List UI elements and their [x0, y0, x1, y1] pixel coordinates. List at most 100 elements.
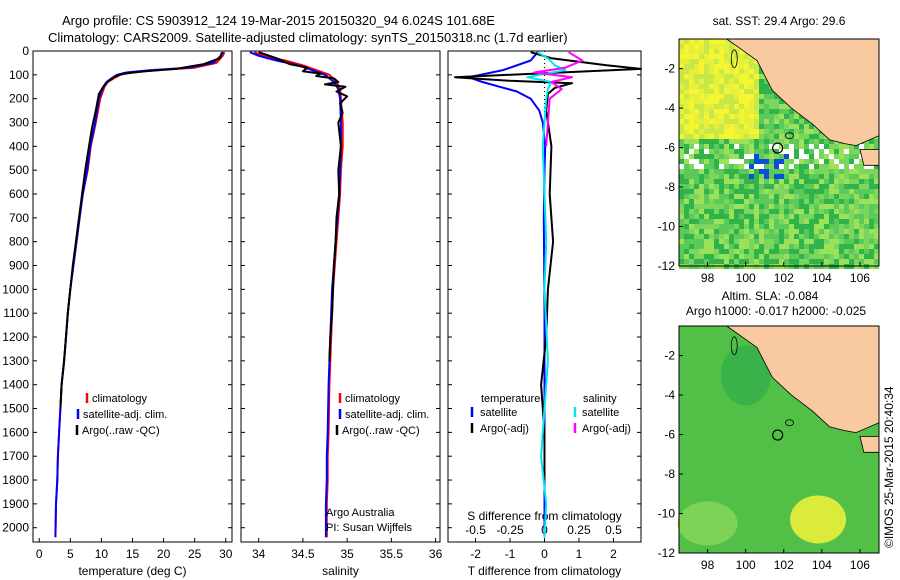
sst-cell [809, 134, 814, 139]
sst-cell [874, 229, 879, 234]
sst-cell [854, 184, 859, 189]
sst-cell [749, 189, 754, 194]
sst-cell [854, 169, 859, 174]
sst-cell [764, 159, 769, 164]
sst-cell [859, 189, 864, 194]
sst-cell [714, 259, 719, 264]
sst-cell [819, 154, 824, 159]
sst-cell [704, 139, 709, 144]
sst-cell [789, 139, 794, 144]
sla-high-blob [790, 495, 847, 544]
sst-cell [699, 144, 704, 149]
sst-cell [734, 239, 739, 244]
sst-cell [854, 219, 859, 224]
sst-cell [679, 204, 684, 209]
temperature-legend: climatology satellite-adj. clim. Argo(..… [75, 393, 167, 437]
sst-cell [689, 259, 694, 264]
sst-cell [714, 59, 719, 64]
sst-cell [869, 169, 874, 174]
sst-cell [709, 94, 714, 99]
sst-cell [794, 144, 799, 149]
sst-cell [724, 69, 729, 74]
x-axis-label: T difference from climatology [468, 564, 622, 578]
sst-cell [764, 99, 769, 104]
sst-cell [789, 184, 794, 189]
x-tick-label: 36 [429, 547, 443, 561]
sst-cell [809, 214, 814, 219]
sst-cell [729, 134, 734, 139]
sst-cell [679, 254, 684, 259]
sst-cell [839, 159, 844, 164]
sst-cell [704, 109, 709, 114]
sst-cell [779, 219, 784, 224]
sst-cell [714, 244, 719, 249]
sst-cell [859, 249, 864, 254]
sst-cell [714, 229, 719, 234]
sst-cell [739, 194, 744, 199]
sst-cell [734, 224, 739, 229]
sst-cell [724, 184, 729, 189]
sst-cell [739, 134, 744, 139]
sst-cell [769, 174, 774, 179]
sst-cell [684, 189, 689, 194]
sst-cell [834, 239, 839, 244]
sst-cell [714, 239, 719, 244]
sst-cell [724, 214, 729, 219]
sst-cell [779, 229, 784, 234]
sst-cell [764, 189, 769, 194]
sst-cell [834, 199, 839, 204]
sst-cell [679, 84, 684, 89]
sst-cell [684, 104, 689, 109]
sst-cell [694, 74, 699, 79]
sst-cell [694, 209, 699, 214]
sst-cell [679, 99, 684, 104]
sst-cell [874, 244, 879, 249]
sst-cell [709, 114, 714, 119]
sst-cell [739, 139, 744, 144]
series-line-satellite-adj-clim- [54, 51, 225, 538]
sst-cell [759, 244, 764, 249]
sst-cell [684, 144, 689, 149]
sst-cell [724, 54, 729, 59]
legend-label-climatology: climatology [92, 393, 148, 405]
sst-cell [679, 199, 684, 204]
sst-cell [729, 109, 734, 114]
sst-cell [704, 99, 709, 104]
sst-cell [859, 194, 864, 199]
sst-cell [709, 189, 714, 194]
sst-cell [729, 169, 734, 174]
sst-cell [849, 209, 854, 214]
sst-cell [769, 179, 774, 184]
sst-cell [714, 44, 719, 49]
sst-cell [749, 124, 754, 129]
sst-cell [734, 104, 739, 109]
sst-cell [714, 159, 719, 164]
sst-cell [684, 164, 689, 169]
sst-cell [704, 44, 709, 49]
sst-cell [779, 224, 784, 229]
sst-cell [869, 244, 874, 249]
sst-cell [764, 104, 769, 109]
sst-cell [874, 184, 879, 189]
sst-cell [769, 109, 774, 114]
sst-cell [699, 74, 704, 79]
sst-cell [684, 184, 689, 189]
sst-cell [694, 234, 699, 239]
sst-cell [709, 254, 714, 259]
sst-cell [684, 179, 689, 184]
sst-cell [749, 119, 754, 124]
sst-cell [814, 209, 819, 214]
sst-cell [809, 144, 814, 149]
sst-cell [819, 164, 824, 169]
sst-cell [729, 44, 734, 49]
sst-cell [754, 129, 759, 134]
sst-cell [689, 144, 694, 149]
sst-cell [859, 219, 864, 224]
sst-cell [869, 219, 874, 224]
sst-cell [739, 94, 744, 99]
sst-cell [789, 149, 794, 154]
sst-cell [699, 244, 704, 249]
sst-cell [739, 189, 744, 194]
sst-cell [724, 234, 729, 239]
sst-cell [679, 209, 684, 214]
